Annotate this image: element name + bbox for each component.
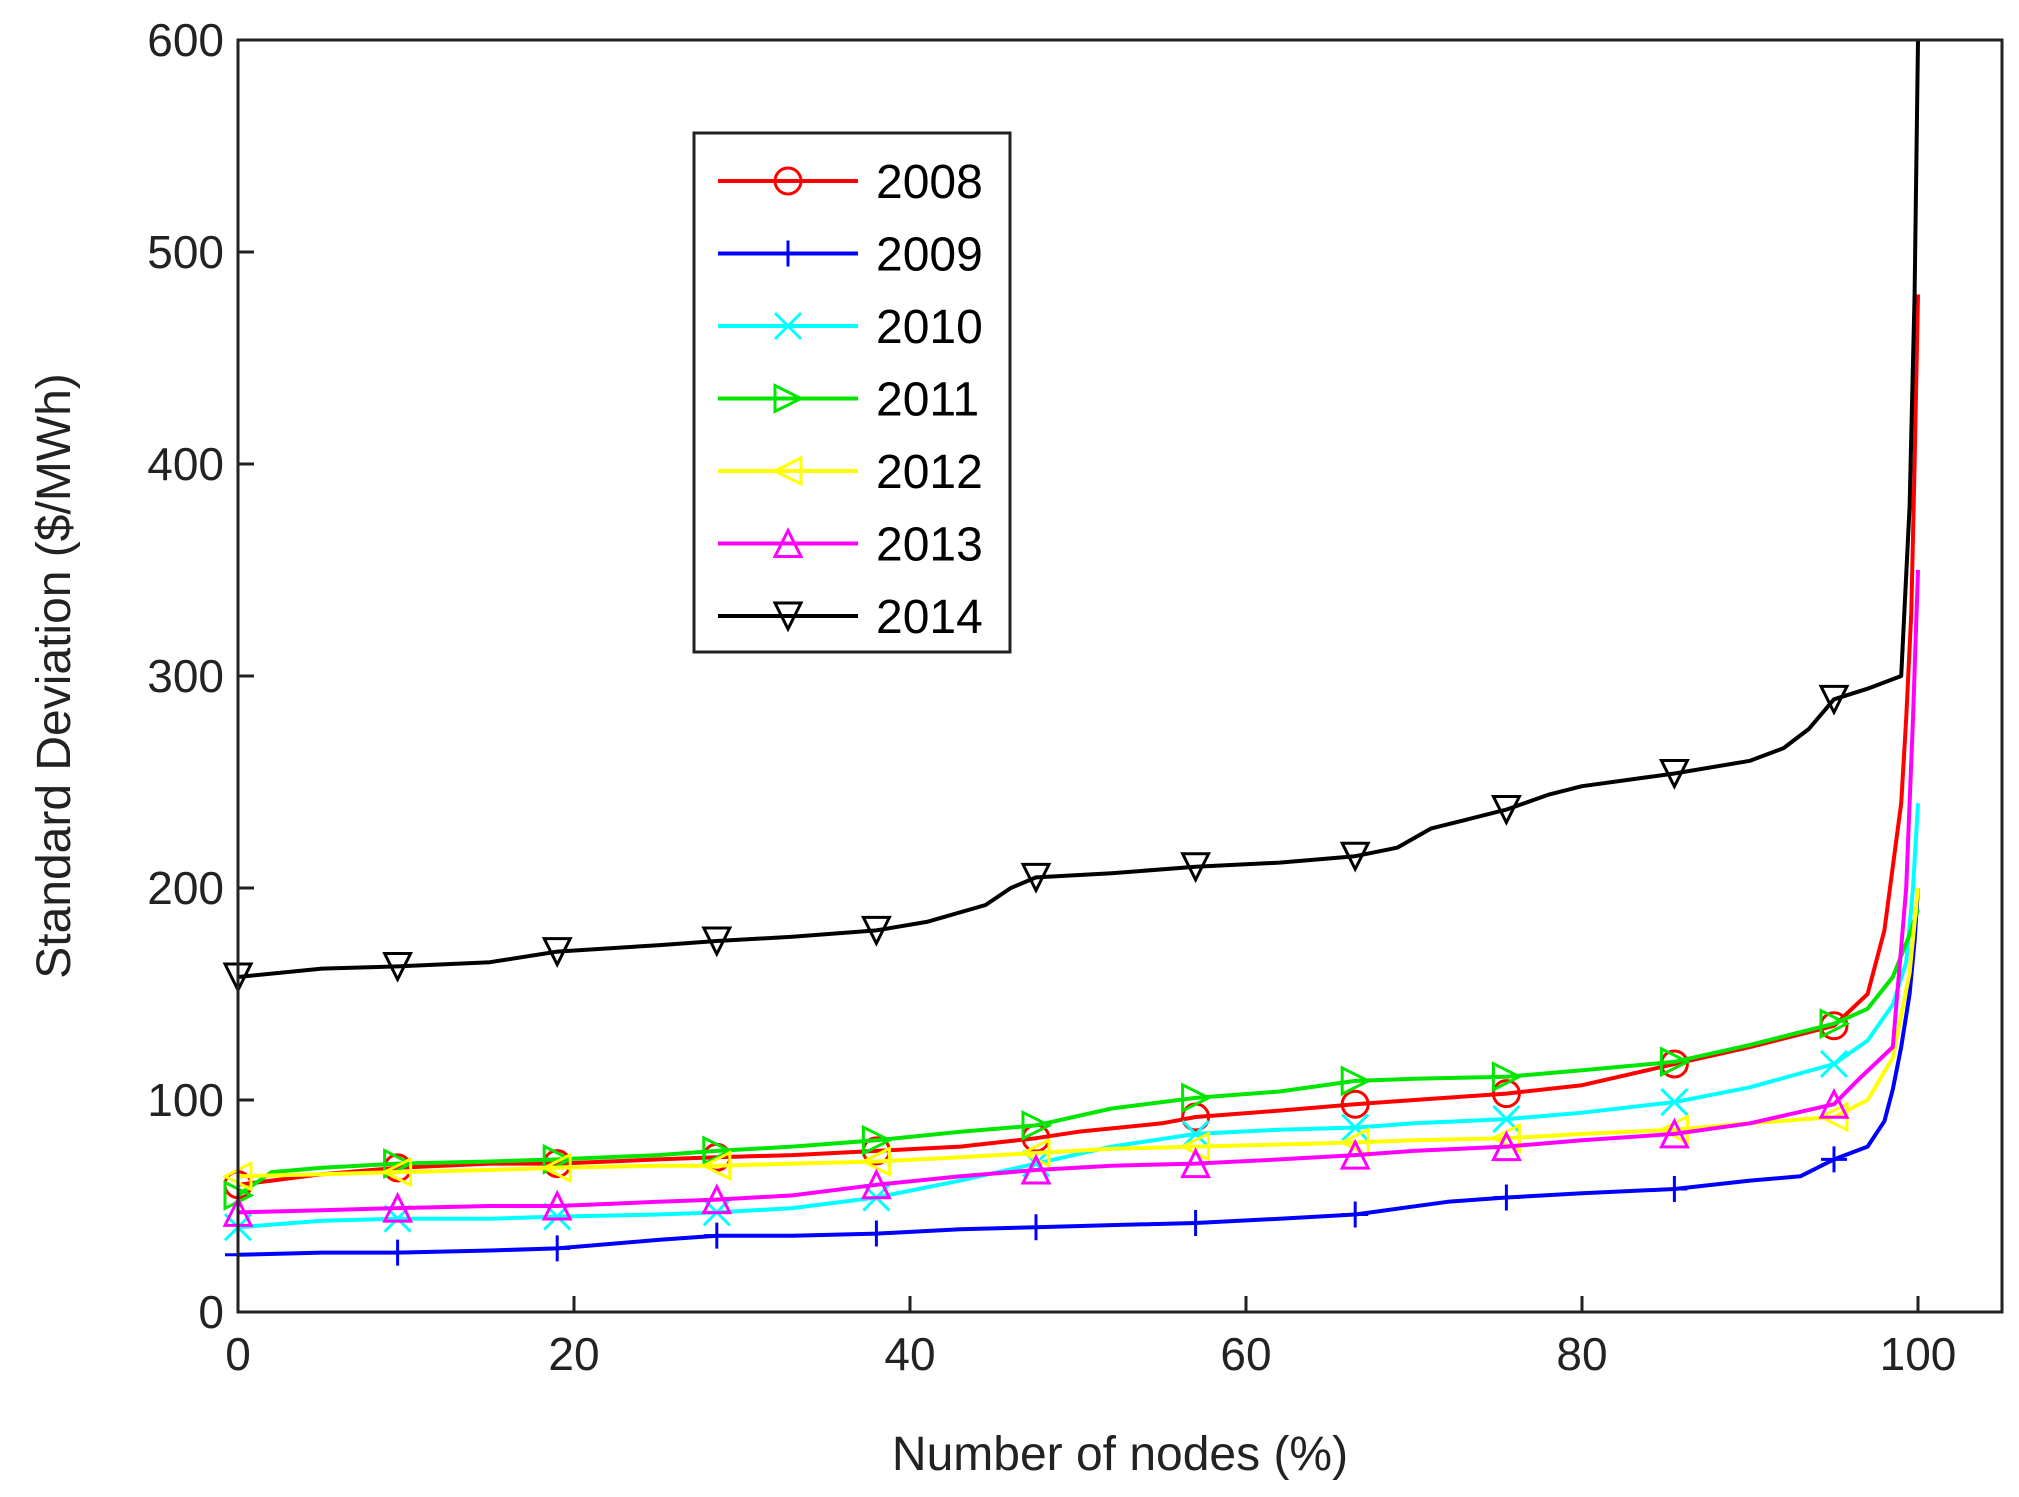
data-point-2009 xyxy=(544,1235,571,1262)
series-line-2008 xyxy=(237,294,1920,1187)
y-tick-label: 400 xyxy=(147,438,224,490)
data-point-2014 xyxy=(701,926,733,958)
x-tick-label: 40 xyxy=(884,1328,935,1380)
data-point-2011 xyxy=(861,1124,893,1156)
data-point-2009 xyxy=(1661,1176,1688,1203)
data-point-2010 xyxy=(1341,1113,1370,1142)
data-point-2011 xyxy=(1021,1110,1053,1141)
series-layer xyxy=(221,39,1920,1268)
data-point-2009 xyxy=(1023,1214,1049,1241)
data-point-2009 xyxy=(1493,1184,1520,1211)
data-point-2009 xyxy=(384,1239,411,1266)
legend-marker-2011 xyxy=(773,383,805,414)
y-axis-title: Standard Deviation ($/MWh) xyxy=(28,373,81,979)
legend-entry-2010: 2010 xyxy=(718,301,983,354)
data-point-2013 xyxy=(1180,1147,1212,1179)
x-tick-label: 80 xyxy=(1556,1328,1607,1380)
legend-label: 2013 xyxy=(876,519,983,572)
data-point-2013 xyxy=(860,1168,892,1200)
legend-entry-2014: 2014 xyxy=(718,591,983,644)
data-point-2013 xyxy=(1490,1130,1522,1162)
legend-marker-2008 xyxy=(773,166,803,196)
series-2013 xyxy=(222,569,1920,1227)
axis-layer: 0 20 40 60 80 100 0 100 200 300 400 500 600 xyxy=(147,14,1956,1380)
legend-entry-2012: 2012 xyxy=(718,446,983,499)
y-tick-label: 600 xyxy=(147,14,224,66)
data-point-2010 xyxy=(1660,1088,1689,1117)
data-point-2009 xyxy=(1821,1146,1847,1173)
data-point-2011 xyxy=(1181,1082,1212,1114)
legend-marker-2012 xyxy=(771,455,803,487)
data-point-2012 xyxy=(540,1152,572,1184)
legend-label: 2009 xyxy=(876,229,983,282)
legend: 2008 2009 2010 2011 2012 2013 2014 xyxy=(692,131,1012,654)
data-point-2014 xyxy=(1020,862,1052,894)
data-point-2014 xyxy=(1180,852,1212,884)
data-point-2009 xyxy=(1182,1209,1209,1236)
series-line-2013 xyxy=(237,569,1920,1215)
legend-box xyxy=(692,131,1012,654)
x-tick-label: 60 xyxy=(1220,1328,1271,1380)
legend-entry-2013: 2013 xyxy=(718,519,983,572)
data-point-2012 xyxy=(860,1146,891,1177)
data-point-2014 xyxy=(1490,795,1522,826)
data-point-2009 xyxy=(1342,1201,1369,1228)
data-point-2014 xyxy=(382,951,414,983)
data-point-2014 xyxy=(860,915,892,947)
data-point-2011 xyxy=(1491,1061,1523,1093)
data-point-2011 xyxy=(1819,1008,1851,1040)
series-2009 xyxy=(225,887,1920,1268)
data-point-2012 xyxy=(1338,1126,1370,1158)
legend-entry-2008: 2008 xyxy=(718,156,983,209)
data-point-2012 xyxy=(381,1156,413,1188)
x-axis-title: Number of nodes (%) xyxy=(892,1428,1348,1481)
x-tick-label: 100 xyxy=(1880,1328,1957,1380)
legend-marker-2009 xyxy=(775,240,801,267)
data-point-2011 xyxy=(1659,1046,1691,1078)
data-point-2009 xyxy=(703,1222,730,1249)
legend-entry-2011: 2011 xyxy=(718,374,979,427)
x-tick-label: 0 xyxy=(225,1328,251,1380)
y-tick-label: 300 xyxy=(147,650,224,702)
data-point-2014 xyxy=(541,937,573,968)
y-tick-label: 500 xyxy=(147,226,224,278)
data-point-2013 xyxy=(1339,1138,1371,1170)
data-point-2008 xyxy=(1340,1089,1370,1119)
data-point-2013 xyxy=(1658,1117,1690,1149)
y-tick-label: 100 xyxy=(147,1074,224,1126)
data-point-2013 xyxy=(541,1189,573,1221)
legend-marker-2014 xyxy=(772,601,804,633)
data-point-2009 xyxy=(863,1220,890,1247)
data-point-2008 xyxy=(1491,1079,1521,1109)
data-point-2014 xyxy=(1818,684,1850,716)
x-tick-label: 20 xyxy=(548,1328,599,1380)
data-point-2014 xyxy=(1658,759,1690,790)
data-point-2013 xyxy=(1818,1087,1850,1119)
data-point-2010 xyxy=(1181,1119,1210,1148)
series-2011 xyxy=(223,908,1920,1211)
data-point-2011 xyxy=(702,1135,734,1167)
legend-entry-2009: 2009 xyxy=(718,229,983,282)
series-line-2010 xyxy=(237,803,1920,1230)
legend-label: 2012 xyxy=(876,446,983,499)
series-line-2014 xyxy=(237,39,1920,979)
legend-label: 2011 xyxy=(876,374,979,427)
series-2014 xyxy=(222,39,1920,994)
legend-label: 2010 xyxy=(876,301,983,354)
data-point-2013 xyxy=(701,1183,733,1215)
data-point-2011 xyxy=(1340,1065,1372,1097)
data-point-2013 xyxy=(382,1191,414,1223)
legend-marker-2013 xyxy=(772,527,804,558)
y-tick-label: 0 xyxy=(198,1286,224,1338)
data-point-2010 xyxy=(1819,1049,1849,1079)
data-point-2013 xyxy=(1020,1153,1052,1185)
legend-label: 2008 xyxy=(876,156,983,209)
y-tick-label: 200 xyxy=(147,862,224,914)
data-point-2012 xyxy=(700,1150,732,1182)
data-point-2014 xyxy=(1339,841,1371,873)
legend-marker-2010 xyxy=(773,311,803,341)
legend-label: 2014 xyxy=(876,591,983,644)
